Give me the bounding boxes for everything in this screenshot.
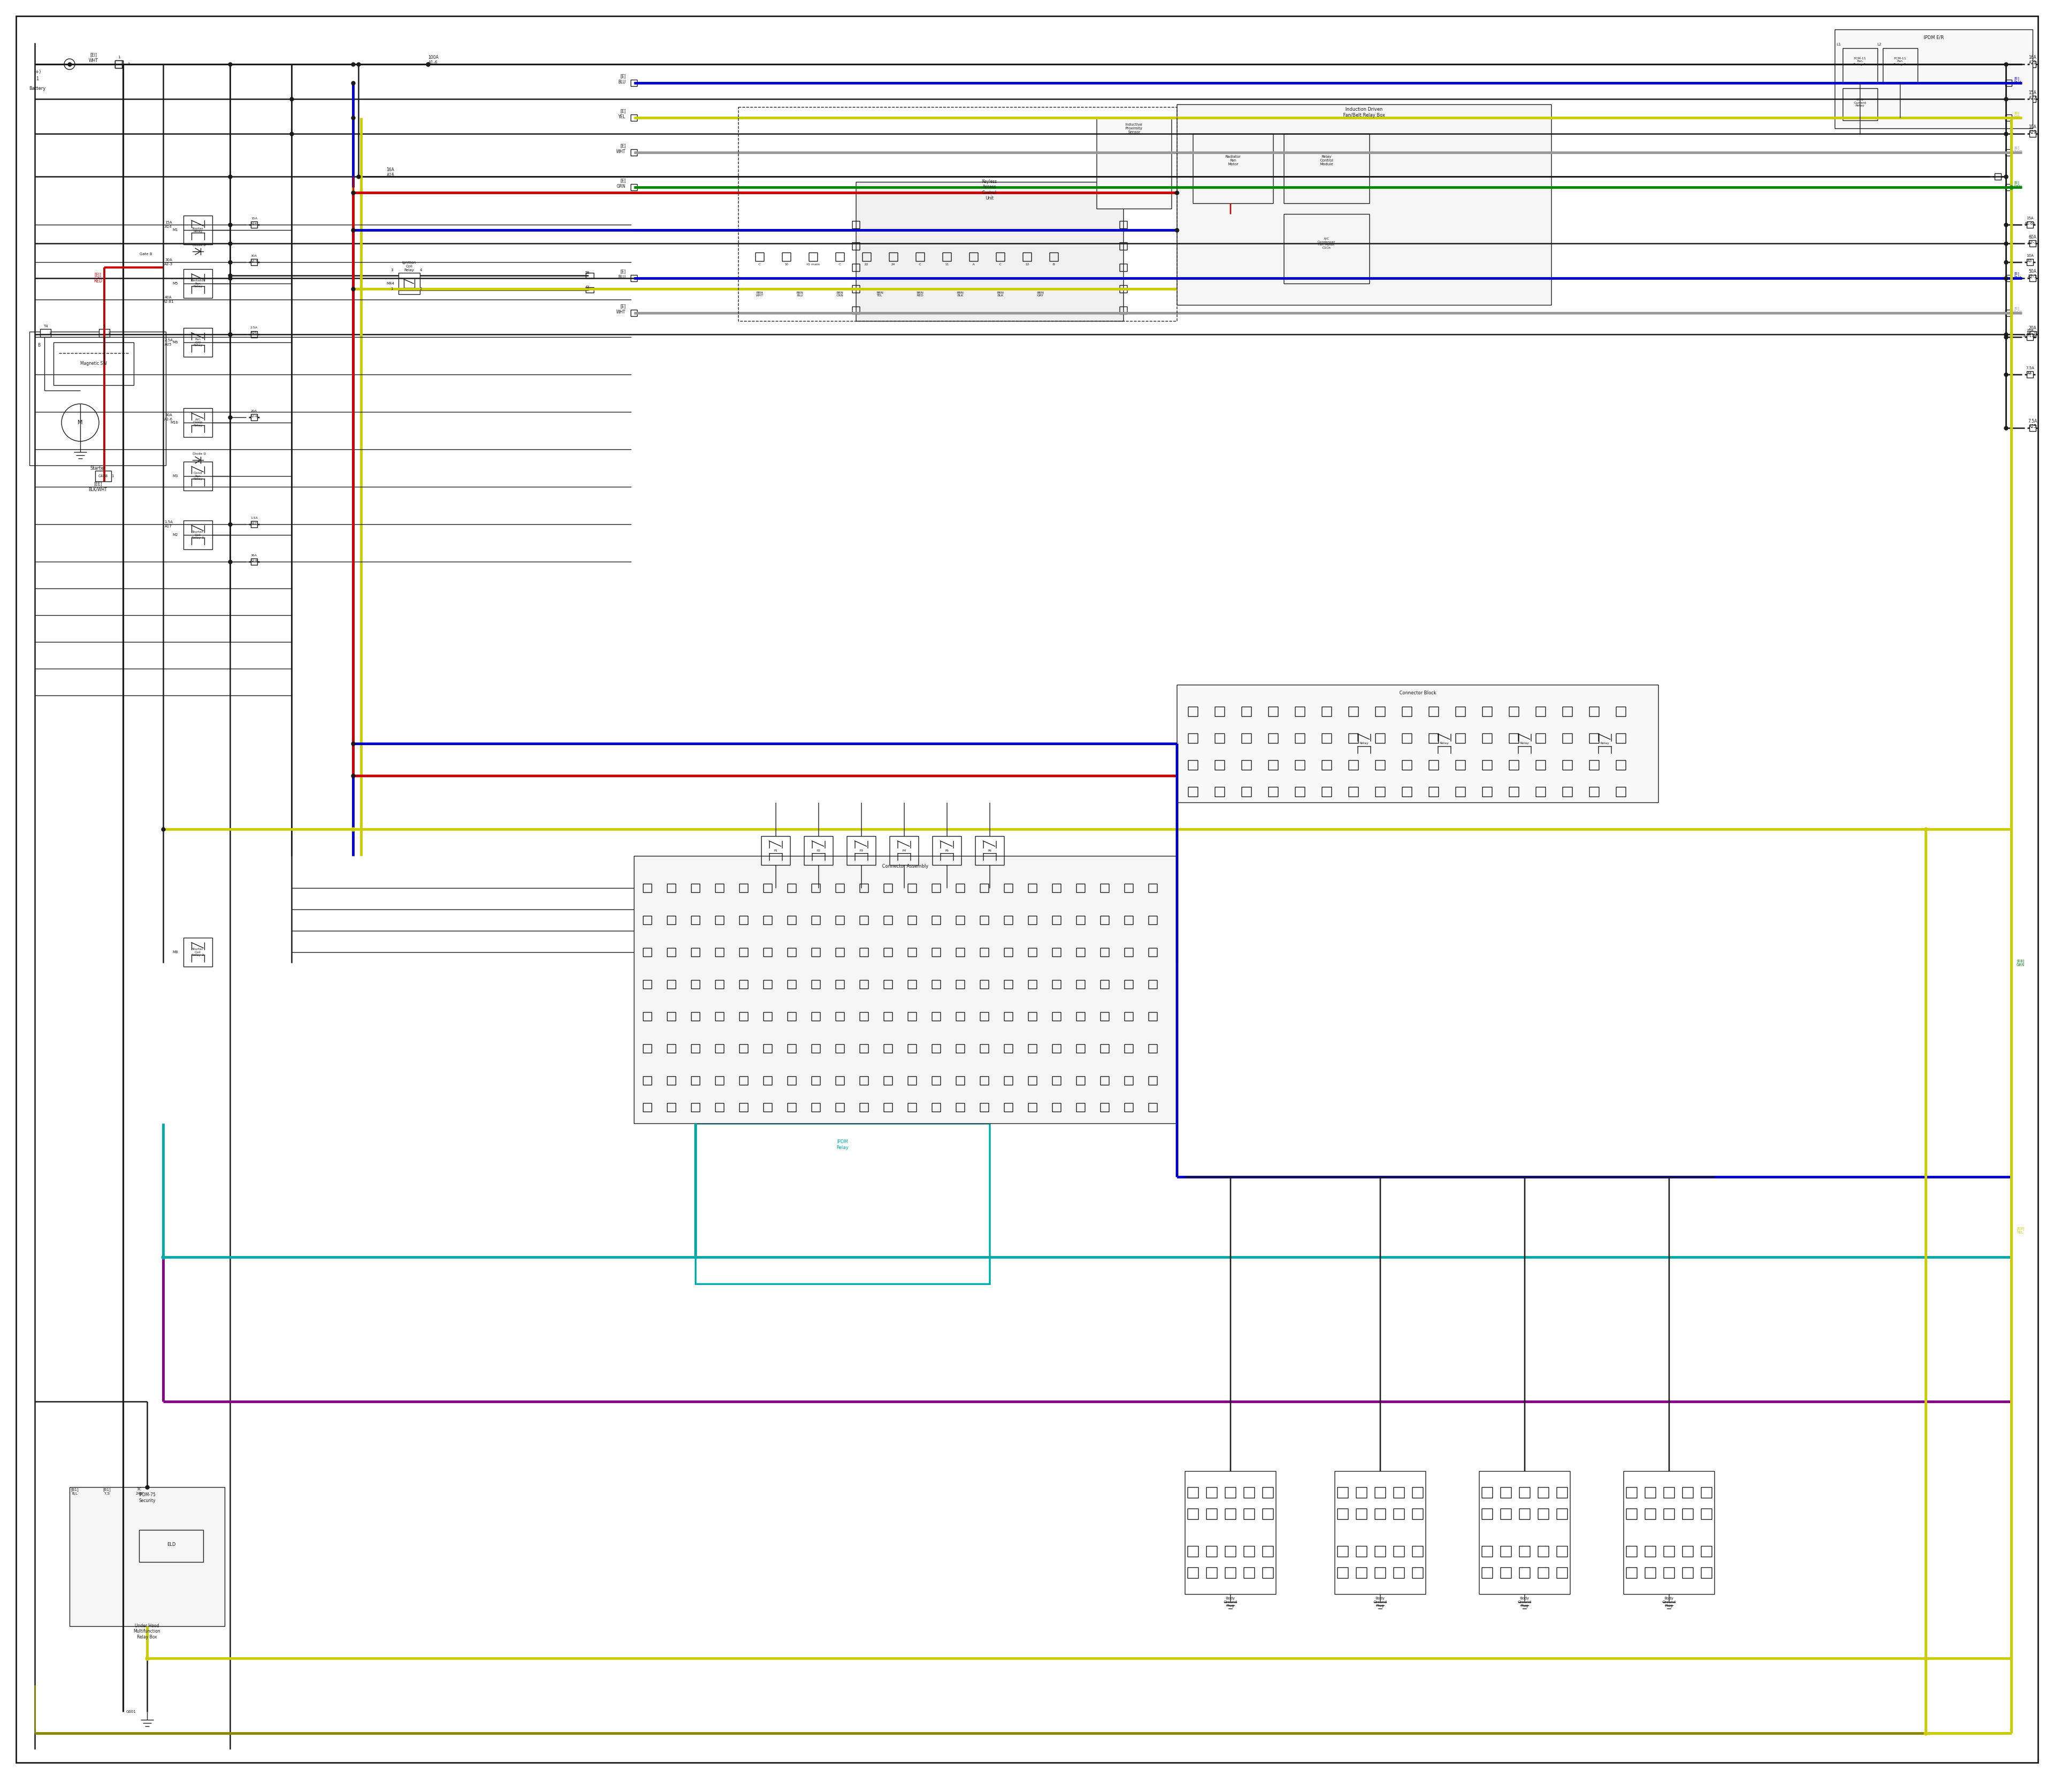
Bar <box>668 1104 676 1111</box>
Bar <box>1682 1509 1692 1520</box>
Text: Fan
C/O
Relay: Fan C/O Relay <box>193 339 203 348</box>
Bar <box>1294 733 1304 744</box>
Bar <box>70 1487 224 1625</box>
Bar <box>2005 274 2011 281</box>
Text: Under Hood
Multifunction
Relay Box: Under Hood Multifunction Relay Box <box>134 1624 160 1640</box>
Bar <box>811 1104 820 1111</box>
Text: P2: P2 <box>815 849 820 851</box>
Bar <box>2005 115 2011 120</box>
Bar <box>183 409 212 437</box>
Bar <box>41 330 51 337</box>
Bar <box>251 414 257 421</box>
Bar <box>1481 1568 1493 1579</box>
Bar <box>783 253 791 262</box>
Bar <box>1187 1546 1197 1557</box>
Bar <box>1148 916 1156 925</box>
Bar <box>1337 1509 1347 1520</box>
Bar <box>1994 174 2001 179</box>
Bar <box>1029 916 1037 925</box>
Bar <box>1645 1568 1656 1579</box>
Bar <box>1456 733 1465 744</box>
Bar <box>1185 1471 1276 1595</box>
Text: ELD: ELD <box>166 1543 175 1546</box>
Text: FCM-11
Fan
Relay 2: FCM-11 Fan Relay 2 <box>1894 57 1906 66</box>
Bar <box>643 883 651 892</box>
Text: A1-6b: A1-6b <box>2025 222 2036 226</box>
Bar <box>1029 883 1037 892</box>
Bar <box>1413 1487 1423 1498</box>
Bar <box>1538 1546 1549 1557</box>
Bar <box>1321 787 1331 796</box>
Bar <box>2005 149 2011 156</box>
Bar <box>1403 760 1411 771</box>
Bar <box>2005 185 2011 190</box>
Bar <box>1499 1487 1512 1498</box>
Text: Radiator
Fan
Motor: Radiator Fan Motor <box>1224 156 1241 167</box>
Bar <box>980 883 988 892</box>
Bar <box>115 61 123 68</box>
Bar <box>1510 706 1518 717</box>
Text: M1b: M1b <box>170 421 179 425</box>
Bar <box>1148 883 1156 892</box>
Bar <box>1224 1546 1237 1557</box>
Bar <box>955 916 965 925</box>
Bar <box>1119 242 1128 249</box>
Text: M5: M5 <box>173 281 179 285</box>
Bar <box>787 1104 797 1111</box>
Bar <box>889 837 918 866</box>
Bar <box>631 79 637 86</box>
Text: (+): (+) <box>33 70 41 75</box>
Bar <box>1374 1509 1384 1520</box>
Bar <box>1124 1045 1134 1052</box>
Text: 50A: 50A <box>2029 269 2038 274</box>
Bar <box>857 181 1124 321</box>
Bar <box>690 916 700 925</box>
Text: M1: M1 <box>173 228 179 231</box>
Bar <box>1590 706 1598 717</box>
Bar <box>1097 118 1171 208</box>
Text: 20A: 20A <box>2027 330 2033 332</box>
Text: Starter
Coil
Relay 1: Starter Coil Relay 1 <box>191 530 203 539</box>
Text: 100A: 100A <box>427 56 440 61</box>
Bar <box>1241 706 1251 717</box>
Bar <box>1376 733 1384 744</box>
Bar <box>811 948 820 957</box>
Bar <box>1052 948 1060 957</box>
Bar <box>183 328 212 357</box>
Bar <box>859 1104 869 1111</box>
Bar <box>933 883 941 892</box>
Text: M8: M8 <box>173 950 179 953</box>
Bar <box>933 1104 941 1111</box>
Bar <box>1349 706 1358 717</box>
Bar <box>643 980 651 989</box>
Bar <box>1590 729 1619 758</box>
Text: A4: A4 <box>2027 371 2031 375</box>
Bar <box>739 1104 748 1111</box>
Bar <box>980 980 988 989</box>
Text: [E8]
YEL: [E8] YEL <box>2017 1228 2025 1235</box>
Text: 15A: 15A <box>2029 90 2038 95</box>
Bar <box>2027 371 2033 378</box>
Bar <box>1510 760 1518 771</box>
Bar <box>690 1045 700 1052</box>
Text: 1: 1 <box>117 56 119 59</box>
Text: A2-11: A2-11 <box>2027 332 2038 335</box>
Bar <box>1263 1509 1273 1520</box>
Bar <box>1124 948 1134 957</box>
Text: M44: M44 <box>386 281 394 285</box>
Bar <box>1243 1487 1255 1498</box>
Bar <box>836 980 844 989</box>
Bar <box>1187 706 1197 717</box>
Text: Starter
Relay: Starter Relay <box>193 228 203 233</box>
Bar <box>836 1104 844 1111</box>
Bar <box>739 1045 748 1052</box>
Bar <box>1284 134 1370 202</box>
Bar <box>1520 1509 1530 1520</box>
Text: BRN
BLK: BRN BLK <box>957 292 963 297</box>
Text: [E]
BLU: [E] BLU <box>2013 272 2021 280</box>
Bar <box>787 1045 797 1052</box>
Bar <box>1052 1077 1060 1084</box>
Text: 20A: 20A <box>2029 326 2038 330</box>
Bar <box>1403 706 1411 717</box>
Text: [E]
WHT: [E] WHT <box>2013 306 2023 314</box>
